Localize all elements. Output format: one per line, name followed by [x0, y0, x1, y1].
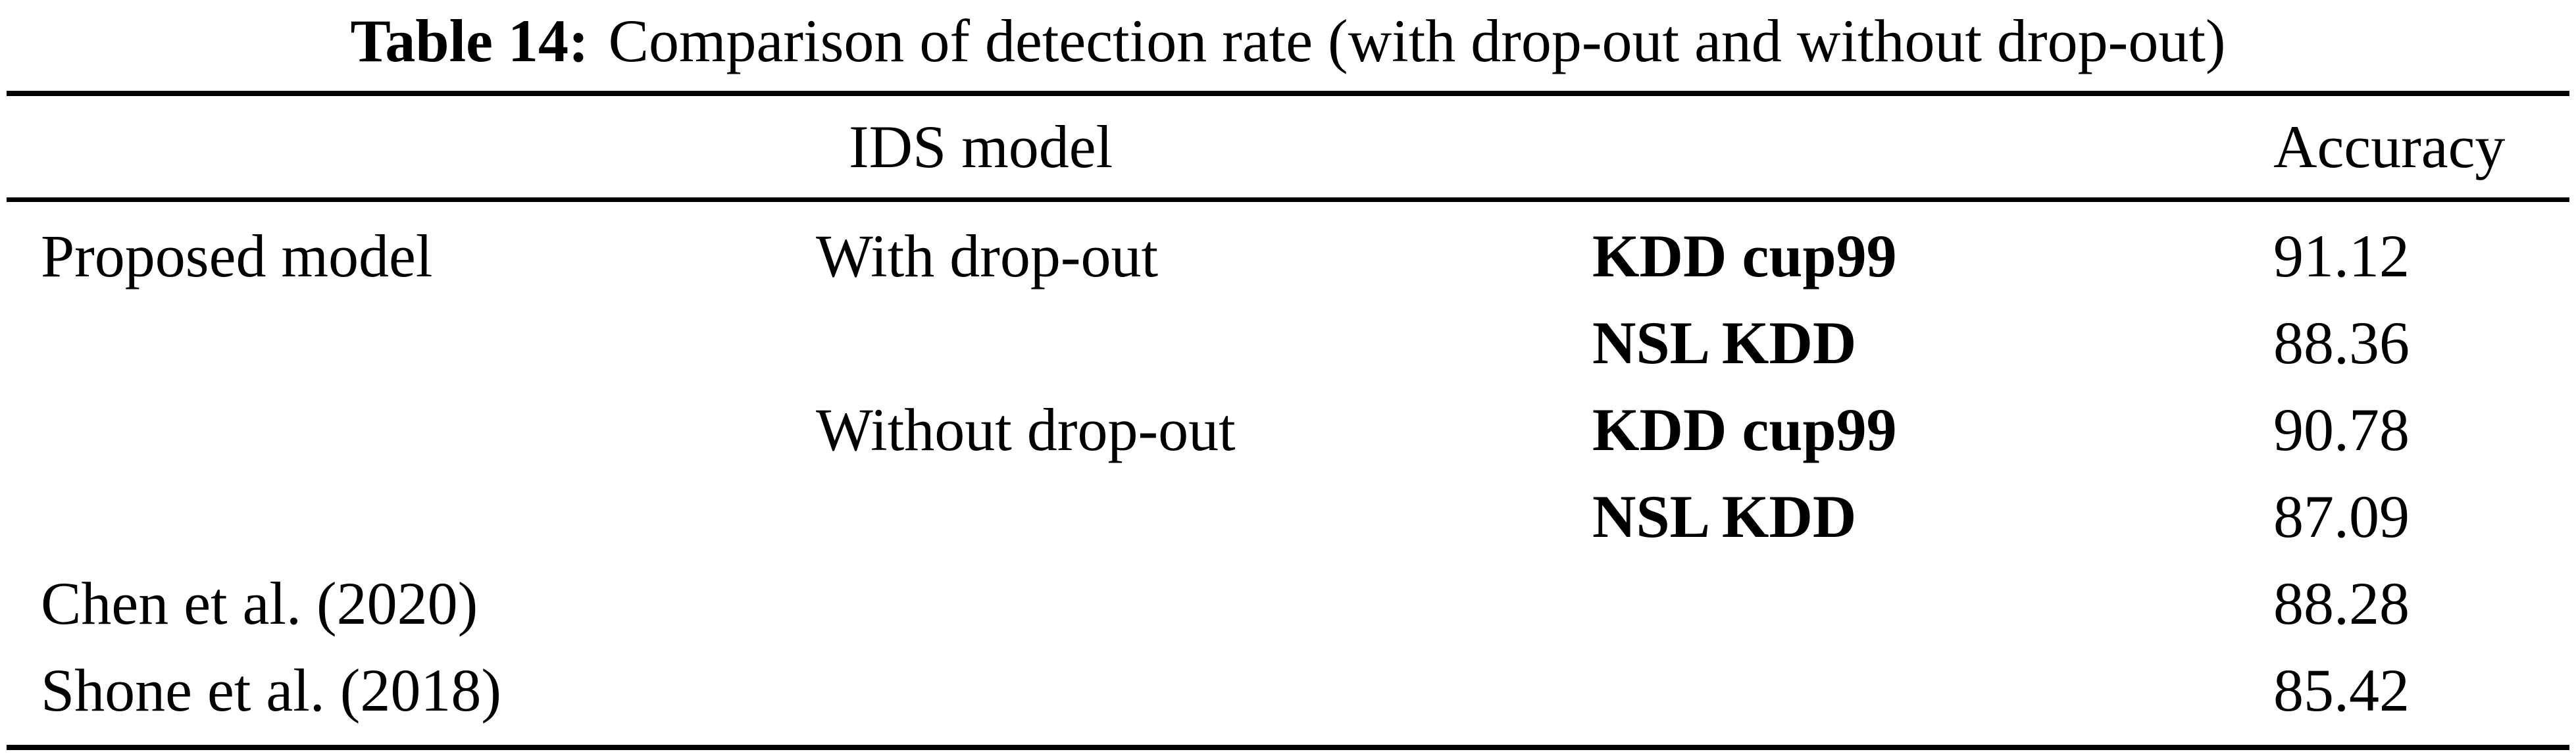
table-row: NSL KDD 88.36 — [0, 299, 2576, 386]
cell-accuracy: 91.12 — [2273, 222, 2410, 290]
cell-accuracy: 90.78 — [2273, 396, 2410, 463]
table-caption: Table 14: Comparison of detection rate (… — [0, 0, 2576, 91]
table-caption-number: Table 14: — [350, 7, 589, 74]
header-ids-model: IDS model — [849, 113, 1113, 180]
cell-dataset: NSL KDD — [1592, 483, 1857, 550]
header-accuracy: Accuracy — [2273, 113, 2506, 180]
table-row: Without drop-out KDD cup99 90.78 — [0, 386, 2576, 473]
cell-dataset: NSL KDD — [1592, 309, 1857, 376]
cell-dataset: KDD cup99 — [1592, 222, 1897, 290]
cell-variant: With drop-out — [816, 222, 1159, 290]
cell-variant: Without drop-out — [816, 396, 1236, 463]
cell-accuracy: 87.09 — [2273, 483, 2410, 550]
cell-model: Proposed model — [41, 222, 433, 290]
table-row: Shone et al. (2018) 85.42 — [0, 647, 2576, 734]
table-header-rule — [7, 197, 2569, 202]
table-row: NSL KDD 87.09 — [0, 473, 2576, 560]
cell-accuracy: 88.36 — [2273, 309, 2410, 376]
cell-model: Shone et al. (2018) — [41, 657, 502, 724]
table-caption-text: Comparison of detection rate (with drop-… — [608, 7, 2226, 74]
table-top-rule — [7, 91, 2569, 96]
cell-model: Chen et al. (2020) — [41, 570, 478, 637]
table-bottom-rule — [7, 745, 2569, 750]
cell-accuracy: 85.42 — [2273, 657, 2410, 724]
table-row: Proposed model With drop-out KDD cup99 9… — [0, 213, 2576, 299]
table-header-row: IDS model Accuracy — [0, 96, 2576, 197]
cell-dataset: KDD cup99 — [1592, 396, 1897, 463]
table-body: Proposed model With drop-out KDD cup99 9… — [0, 202, 2576, 745]
cell-accuracy: 88.28 — [2273, 570, 2410, 637]
table-row: Chen et al. (2020) 88.28 — [0, 560, 2576, 647]
